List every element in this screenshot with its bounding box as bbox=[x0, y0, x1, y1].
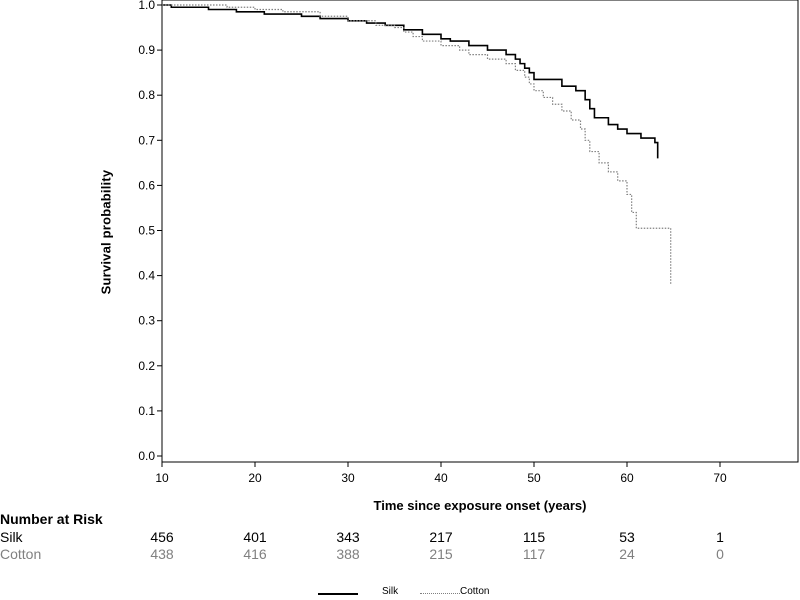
x-tick-label: 70 bbox=[713, 471, 727, 485]
risk-row-label-cotton: Cotton bbox=[0, 546, 42, 562]
risk-cell: 416 bbox=[243, 546, 267, 562]
y-tick-label: 0.2 bbox=[138, 359, 155, 373]
series-line-cotton bbox=[162, 4, 672, 285]
series-lines bbox=[162, 4, 672, 285]
risk-cell: 115 bbox=[522, 529, 546, 545]
y-tick-label: 0.4 bbox=[138, 269, 155, 283]
y-tick-label: 0.0 bbox=[138, 449, 155, 463]
risk-cell: 1 bbox=[716, 529, 724, 545]
legend-swatch-cotton bbox=[420, 593, 460, 594]
risk-cell: 456 bbox=[150, 529, 174, 545]
risk-cell: 438 bbox=[150, 546, 174, 562]
y-tick-label: 0.7 bbox=[138, 133, 155, 147]
risk-cell: 117 bbox=[522, 546, 546, 562]
risk-cell: 53 bbox=[619, 529, 635, 545]
risk-cell: 0 bbox=[716, 546, 724, 562]
y-axis-label: Survival probability bbox=[98, 169, 114, 295]
risk-cell: 388 bbox=[336, 546, 360, 562]
y-tick-label: 0.9 bbox=[138, 43, 155, 57]
y-tick-label: 0.3 bbox=[138, 314, 155, 328]
x-tick-label: 20 bbox=[248, 471, 262, 485]
y-tick-label: 0.8 bbox=[138, 88, 155, 102]
risk-cell: 217 bbox=[429, 529, 453, 545]
x-tick-label: 60 bbox=[620, 471, 634, 485]
risk-row-label-silk: Silk bbox=[0, 529, 23, 545]
risk-cell: 343 bbox=[336, 529, 360, 545]
risk-cell: 215 bbox=[429, 546, 453, 562]
x-tick-label: 30 bbox=[341, 471, 355, 485]
y-tick-label: 1.0 bbox=[138, 0, 155, 12]
x-axis-label: Time since exposure onset (years) bbox=[373, 498, 587, 513]
y-axis: 0.0 0.1 0.2 0.3 0.4 0.5 0.6 0.7 0.8 0.9 1.0 bbox=[138, 0, 162, 463]
y-tick-label: 0.5 bbox=[138, 224, 155, 238]
x-tick-label: 40 bbox=[434, 471, 448, 485]
x-tick-label: 10 bbox=[155, 471, 169, 485]
y-tick-label: 0.6 bbox=[138, 178, 155, 192]
risk-cell: 401 bbox=[243, 529, 267, 545]
series-line-silk bbox=[162, 4, 659, 159]
x-tick-label: 50 bbox=[527, 471, 541, 485]
legend-swatch-silk bbox=[318, 593, 358, 595]
y-tick-label: 0.1 bbox=[138, 404, 155, 418]
x-axis: 10 20 30 40 50 60 70 bbox=[155, 462, 727, 485]
legend-label-silk: Silk bbox=[382, 586, 399, 597]
legend-label-cotton: Cotton bbox=[460, 586, 490, 597]
plot-frame bbox=[161, 0, 799, 463]
risk-table-title: Number at Risk bbox=[0, 511, 103, 527]
risk-cell: 24 bbox=[619, 546, 635, 562]
